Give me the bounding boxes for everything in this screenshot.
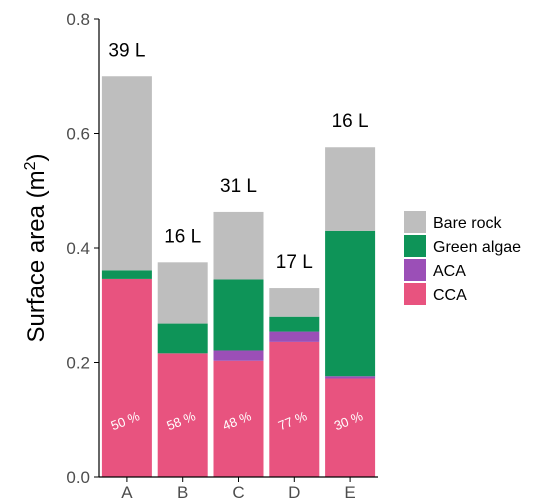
x-tick-label-E: E [344,483,355,498]
legend-label-cca: CCA [433,287,467,304]
top-label-C: 31 L [220,176,257,197]
bar-E-cca [325,378,376,477]
legend-swatch-green-algae [404,235,426,257]
legend-swatch-aca [404,259,426,281]
y-tick-label-0.8: 0.8 [66,10,90,29]
bar-D-bare-rock [269,288,320,317]
bar-C-aca [213,350,264,361]
y-axis-title-close: ) [23,154,50,162]
legend-label-green-algae: Green algae [433,239,521,256]
x-tick-label-D: D [288,483,300,498]
bar-B-cca [157,353,208,477]
y-tick-label-0.4: 0.4 [66,239,90,258]
bar-C-green-algae [213,279,264,351]
legend-swatch-bare-rock [404,211,426,233]
y-tick-label-0.6: 0.6 [66,125,90,144]
bar-A-green-algae [101,270,152,279]
bar-E-aca [325,376,376,379]
bar-B-bare-rock [157,262,208,324]
legend-label-bare-rock: Bare rock [433,215,502,232]
bars-group [101,76,376,477]
top-label-E: 16 L [332,111,369,132]
bar-D-green-algae [269,316,320,332]
bar-A-cca [101,278,152,477]
y-tick-label-0.2: 0.2 [66,354,90,373]
y-axis-title-superscript: 2 [22,161,39,170]
x-tick-label-A: A [121,483,133,498]
bar-A-bare-rock [101,76,152,271]
bar-C-bare-rock [213,211,264,280]
y-axis-title: Surface area (m2) [22,154,50,343]
legend: Bare rock Green algae ACA CCA [404,211,521,305]
top-label-D: 17 L [276,252,313,273]
bar-E-green-algae [325,230,376,377]
bar-E-bare-rock [325,147,376,231]
bar-C-cca [213,360,264,477]
x-tick-label-B: B [177,483,188,498]
legend-label-aca: ACA [433,263,466,280]
axes-group: A B C D E 0.0 0.2 0.4 0.6 0.8 [66,10,378,498]
top-label-B: 16 L [164,226,201,247]
top-labels-group: 39 L 16 L 31 L 17 L 16 L [108,40,368,273]
legend-swatch-cca [404,283,426,305]
x-tick-label-C: C [232,483,244,498]
bar-D-cca [269,341,320,477]
y-tick-label-0.0: 0.0 [66,468,90,487]
bar-D-aca [269,331,320,342]
bar-B-green-algae [157,323,208,354]
top-label-A: 39 L [108,40,145,61]
